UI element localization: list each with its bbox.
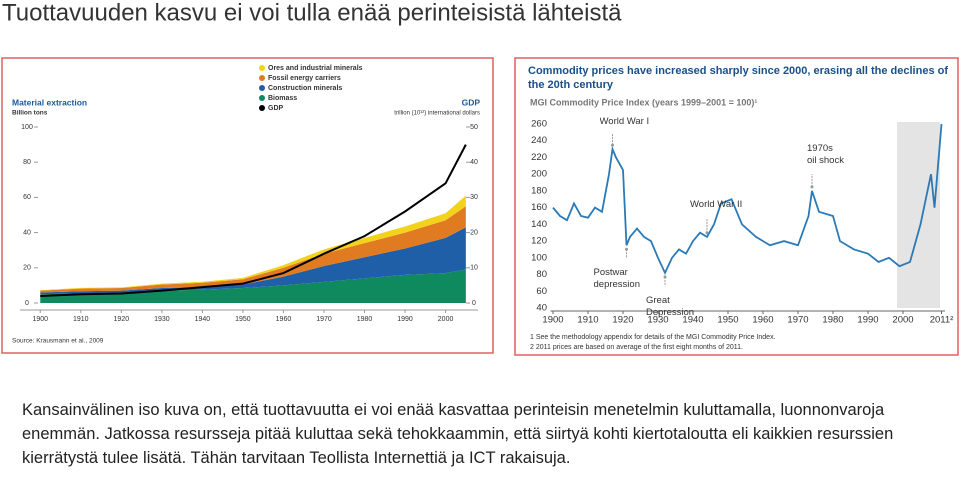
x-tick-label: 1950 [235, 316, 251, 323]
price-line [552, 123, 943, 276]
legend-label: GDP [268, 105, 284, 112]
annotation-dot [625, 247, 628, 251]
body-text: Kansainvälinen iso kuva on, että tuottav… [22, 401, 894, 467]
x-tick-label: 1920 [612, 315, 633, 326]
y2-axis-label: GDP [462, 97, 481, 107]
area [40, 269, 466, 303]
legend-swatch [259, 105, 265, 111]
x-tick-label: 1980 [822, 315, 843, 326]
x-tick-label: 1930 [154, 316, 170, 323]
shade [897, 122, 940, 308]
annotation-dot [663, 275, 667, 279]
y-tick-label: 60 [536, 286, 547, 297]
slide-title: Tuottavuuden kasvu ei voi tulla enää per… [2, 0, 622, 26]
annotation-dot [705, 231, 709, 235]
annotation-box: World War I [599, 116, 650, 128]
legend-swatch [259, 85, 265, 91]
x-tick-label: 1980 [357, 316, 373, 323]
y2-tick-label: 20 [470, 229, 478, 236]
annotation-dot [810, 185, 814, 189]
y2-tick-label: 10 [470, 265, 478, 272]
chart-title-box: Commodity prices have increased sharply … [528, 65, 948, 91]
x-tick-label: 1970 [316, 316, 332, 323]
y2-tick-label: 30 [470, 194, 478, 201]
x-tick-label: 1900 [542, 315, 563, 326]
x-tick-label: 1920 [114, 316, 130, 323]
chart-subtitle: MGI Commodity Price Index (years 1999–20… [530, 97, 757, 107]
y-tick-label: 100 [531, 252, 547, 263]
y2-tick-label: 40 [470, 159, 478, 166]
y-tick-label: 180 [531, 185, 547, 196]
x-tick-label: 1900 [32, 316, 48, 323]
footnote: 1 See the methodology appendix for detai… [530, 334, 776, 341]
x-tick-label: 2000 [892, 315, 913, 326]
x-tick-label: 1960 [276, 316, 292, 323]
y-tick-label: 220 [531, 152, 547, 163]
legend-swatch [259, 95, 265, 101]
y-tick-label: 100 [21, 124, 33, 131]
x-tick-label: 1940 [682, 315, 703, 326]
legend-swatch [259, 75, 265, 81]
annotation-box: Postwar depression [593, 267, 640, 291]
annotation-dot [611, 143, 614, 147]
legend-label: Construction minerals [268, 85, 342, 92]
x-tick-label: 1930 [647, 315, 668, 326]
legend-label: Ores and industrial minerals [268, 65, 363, 72]
y2-tick-label: 50 [470, 124, 478, 131]
body: Kansainvälinen iso kuva on, että tuottav… [22, 401, 894, 467]
y-tick-label: 120 [531, 236, 547, 247]
annotation: Postwar depression [593, 267, 640, 291]
gdp-line [40, 144, 467, 297]
y-tick-label: 240 [531, 135, 547, 146]
y-tick-label: 60 [23, 194, 31, 201]
annotation-box: Great Depression [646, 294, 695, 318]
annotation: World War I [599, 116, 650, 128]
right-frame [514, 57, 959, 356]
x-tick-label: 1990 [397, 316, 413, 323]
y-tick-label: 140 [531, 219, 547, 230]
x-tick-label: 1960 [752, 315, 773, 326]
y-axis-label: Billion tons [12, 110, 48, 117]
legend-swatch [259, 65, 265, 71]
chart-title: Commodity prices have increased sharply … [528, 65, 948, 91]
annotation-box: 1970s oil shock [807, 142, 844, 166]
y2-axis-unit: trillion (10¹²) international dollars [394, 111, 480, 117]
legend-label: Biomass [268, 95, 297, 102]
x-tick-label: 1910 [73, 316, 89, 323]
x-tick-label: 1940 [195, 316, 211, 323]
y-tick-label: 40 [536, 303, 547, 314]
area [40, 206, 466, 293]
left-frame [1, 57, 494, 354]
annotation: World War II [690, 198, 743, 210]
x-tick-label: 1910 [577, 315, 598, 326]
chart-title: Material extraction [12, 97, 87, 107]
y-tick-label: 40 [23, 229, 31, 236]
footnote: 2 2011 prices are based on average of th… [530, 344, 743, 351]
y-tick-label: 260 [531, 119, 547, 130]
annotation: 1970s oil shock [807, 142, 844, 166]
x-tick-label: 1990 [857, 315, 878, 326]
y2-tick-label: 0 [472, 300, 476, 307]
y-tick-label: 80 [536, 269, 547, 280]
y-tick-label: 160 [531, 202, 547, 213]
x-tick-label: 2011² [930, 315, 954, 326]
x-tick-label: 1950 [717, 315, 738, 326]
annotation-box: World War II [690, 198, 743, 210]
area [40, 227, 466, 295]
y-tick-label: 200 [531, 169, 547, 180]
y-tick-label: 20 [23, 265, 31, 272]
annotation: Great Depression [646, 294, 695, 318]
source: Source: Krausmann et al., 2009 [12, 338, 104, 345]
legend-label: Fossil energy carriers [268, 75, 341, 82]
y-tick-label: 80 [23, 159, 31, 166]
x-tick-label: 2000 [438, 316, 454, 323]
y-tick-label: 0 [25, 300, 29, 307]
x-tick-label: 1970 [787, 315, 808, 326]
